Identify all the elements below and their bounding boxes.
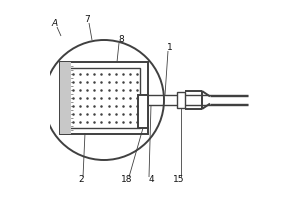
Text: A: A	[52, 20, 58, 28]
Bar	[60, 62, 148, 134]
Text: 7: 7	[84, 16, 90, 24]
Text: 4: 4	[148, 176, 154, 184]
Text: 8: 8	[118, 36, 124, 45]
Text: 1: 1	[167, 44, 173, 52]
Bar	[138, 95, 148, 128]
Text: 18: 18	[121, 176, 133, 184]
Bar	[60, 62, 71, 134]
Bar	[177, 92, 185, 108]
Bar	[68, 68, 140, 128]
Text: 2: 2	[78, 176, 84, 184]
Text: 15: 15	[173, 176, 185, 184]
